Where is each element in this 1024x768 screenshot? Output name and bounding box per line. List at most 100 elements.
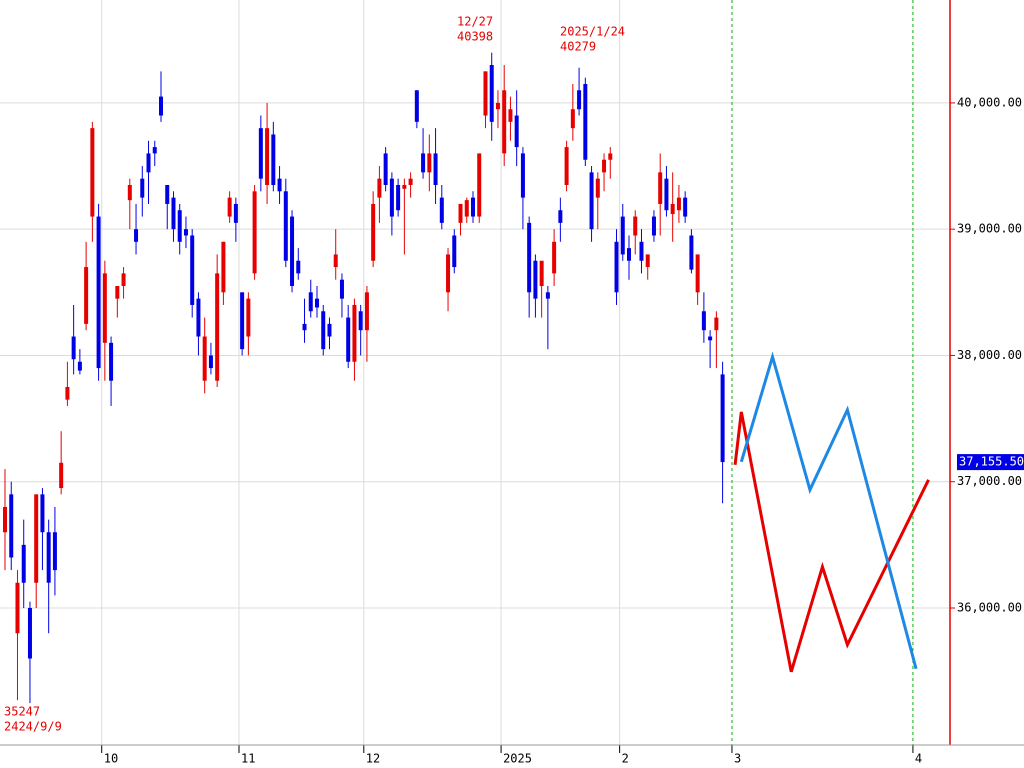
candle-body xyxy=(9,494,14,558)
candle-body xyxy=(240,292,245,350)
annotation: 40279 xyxy=(560,40,596,54)
candle-body xyxy=(302,323,307,331)
candle-body xyxy=(140,178,145,198)
candle-body xyxy=(221,241,226,293)
y-tick-label: 39,000.00 xyxy=(957,222,1022,236)
x-tick-label: 3 xyxy=(734,752,741,766)
candle-body xyxy=(614,241,619,293)
candle-body xyxy=(252,191,257,274)
annotation: 2424/9/9 xyxy=(4,720,62,734)
candle-body xyxy=(52,532,57,571)
candle-body xyxy=(121,273,126,287)
candle-body xyxy=(333,254,338,268)
candle-body xyxy=(84,267,89,324)
candle-body xyxy=(464,200,469,217)
candle-body xyxy=(202,336,207,381)
x-tick-label: 11 xyxy=(241,752,255,766)
annotation: 2025/1/24 xyxy=(560,25,625,39)
y-tick-label: 38,000.00 xyxy=(957,348,1022,362)
candle-body xyxy=(689,235,694,270)
candle-body xyxy=(658,172,663,204)
candle-body xyxy=(358,311,363,331)
candle-body xyxy=(3,506,7,533)
x-tick-label: 4 xyxy=(915,752,922,766)
candle-body xyxy=(159,96,163,116)
candle-body xyxy=(620,216,625,255)
x-tick-label: 10 xyxy=(104,752,118,766)
candle-body xyxy=(315,298,319,308)
candle-body xyxy=(539,260,544,287)
y-tick-label: 37,000.00 xyxy=(957,474,1022,488)
candle-body xyxy=(96,216,101,369)
candle-body xyxy=(664,178,669,211)
candle-body xyxy=(502,90,507,154)
candle-body xyxy=(21,544,26,583)
candle-body xyxy=(471,197,475,217)
candle-body xyxy=(290,216,295,287)
candle-body xyxy=(508,109,513,122)
candle-body xyxy=(208,355,213,369)
candle-body xyxy=(383,153,388,185)
annotation: 35247 xyxy=(4,705,40,719)
candle-body xyxy=(190,235,195,305)
y-tick-label: 36,000.00 xyxy=(957,600,1022,614)
candle-body xyxy=(165,184,170,204)
candle-body xyxy=(527,222,532,293)
candle-body xyxy=(46,532,51,583)
candle-body xyxy=(483,71,488,116)
candle-body xyxy=(59,462,64,489)
price-tag-label: 37,155.50 xyxy=(959,455,1024,469)
candle-body xyxy=(183,229,188,236)
candle-body xyxy=(489,65,494,122)
candle-body xyxy=(339,279,344,299)
candle-body xyxy=(608,153,613,160)
candle-body xyxy=(433,153,438,185)
candle-body xyxy=(371,203,376,261)
candle-body xyxy=(714,317,719,331)
candle-body xyxy=(651,216,656,236)
candle-body xyxy=(701,311,706,331)
y-tick-label: 40,000.00 xyxy=(957,95,1022,109)
candle-body xyxy=(327,323,332,337)
candle-body xyxy=(396,184,401,211)
candle-body xyxy=(477,153,482,217)
candle-body xyxy=(564,147,569,185)
candle-body xyxy=(271,134,276,185)
x-tick-label: 2025 xyxy=(503,752,532,766)
candle-body xyxy=(645,254,650,268)
candle-body xyxy=(146,153,151,173)
candle-body xyxy=(346,317,351,362)
candle-body xyxy=(545,292,550,299)
candle-body xyxy=(177,210,182,242)
candle-body xyxy=(595,178,600,198)
candle-body xyxy=(27,607,32,659)
candle-body xyxy=(533,260,538,299)
candle-body xyxy=(408,178,413,185)
annotation: 40398 xyxy=(457,30,493,44)
candle-body xyxy=(452,235,457,268)
candle-body xyxy=(520,153,525,198)
candle-body xyxy=(115,286,120,299)
x-tick-label: 12 xyxy=(366,752,380,766)
candle-body xyxy=(77,361,82,371)
candle-body xyxy=(277,178,282,192)
candle-body xyxy=(171,197,176,230)
candle-body xyxy=(402,184,407,189)
candle-body xyxy=(377,178,382,198)
candle-body xyxy=(602,159,607,173)
candle-body xyxy=(34,494,39,583)
candle-body xyxy=(720,374,725,463)
candle-body xyxy=(102,273,107,343)
candle-body xyxy=(639,241,644,261)
candle-body xyxy=(458,203,463,223)
candle-body xyxy=(414,90,419,122)
candle-body xyxy=(364,292,369,331)
candle-body xyxy=(514,115,519,148)
candle-body xyxy=(71,336,76,360)
candle-body xyxy=(134,229,139,242)
candle-body xyxy=(296,260,301,274)
candle-body xyxy=(15,582,20,634)
projection-line xyxy=(733,411,930,673)
candle-body xyxy=(570,109,575,129)
candle-body xyxy=(389,178,394,217)
